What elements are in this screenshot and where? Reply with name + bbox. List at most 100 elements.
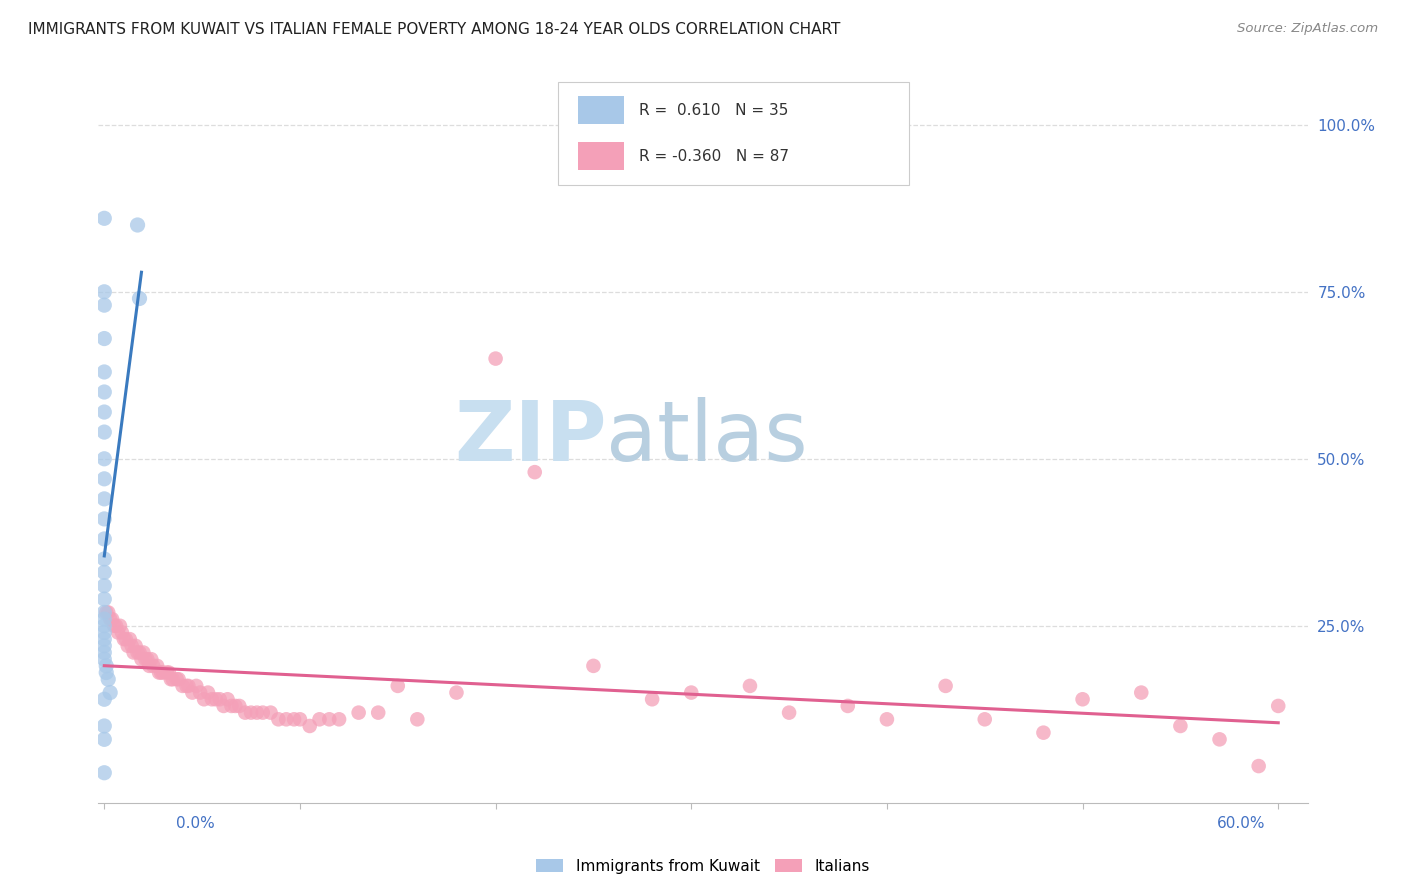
Point	[93, 491, 115, 506]
Point	[93, 606, 115, 620]
Point	[318, 712, 340, 726]
Point	[224, 698, 246, 713]
Point	[152, 665, 174, 680]
Point	[738, 679, 761, 693]
Point	[167, 672, 190, 686]
Point	[101, 612, 124, 626]
Point	[876, 712, 898, 726]
Point	[93, 592, 115, 607]
Point	[93, 639, 115, 653]
Point	[97, 606, 120, 620]
Text: 0.0%: 0.0%	[176, 816, 215, 831]
Point	[93, 632, 115, 647]
Point	[156, 665, 179, 680]
Point	[212, 698, 235, 713]
Point	[93, 425, 115, 439]
Point	[108, 619, 131, 633]
Point	[96, 606, 118, 620]
Point	[127, 218, 149, 232]
Point	[308, 712, 330, 726]
Point	[93, 652, 115, 666]
Point	[159, 672, 181, 686]
Point	[217, 692, 239, 706]
Point	[142, 658, 165, 673]
Point	[93, 612, 115, 626]
Point	[111, 625, 134, 640]
Point	[298, 719, 321, 733]
Point	[387, 679, 409, 693]
Point	[157, 665, 180, 680]
Point	[117, 639, 139, 653]
Point	[96, 658, 118, 673]
Point	[148, 665, 170, 680]
Point	[146, 658, 169, 673]
Point	[1071, 692, 1094, 706]
Point	[132, 646, 155, 660]
Point	[641, 692, 664, 706]
Point	[136, 652, 159, 666]
Point	[1032, 725, 1054, 739]
Text: 60.0%: 60.0%	[1218, 816, 1265, 831]
Point	[186, 679, 208, 693]
Y-axis label: Female Poverty Among 18-24 Year Olds: Female Poverty Among 18-24 Year Olds	[0, 293, 7, 582]
Point	[124, 639, 146, 653]
Point	[347, 706, 370, 720]
Point	[93, 365, 115, 379]
Point	[328, 712, 350, 726]
Point	[681, 685, 703, 699]
Point	[93, 211, 115, 226]
Point	[93, 512, 115, 526]
Point	[1208, 732, 1230, 747]
Point	[208, 692, 231, 706]
Point	[93, 765, 115, 780]
FancyBboxPatch shape	[558, 82, 908, 185]
Point	[93, 532, 115, 546]
Point	[93, 552, 115, 566]
Point	[177, 679, 200, 693]
Point	[162, 672, 184, 686]
Point	[523, 465, 546, 479]
Point	[127, 646, 149, 660]
Point	[1267, 698, 1289, 713]
Point	[166, 672, 188, 686]
Point	[283, 712, 305, 726]
Point	[1130, 685, 1153, 699]
Point	[181, 685, 204, 699]
Point	[128, 646, 150, 660]
Point	[93, 405, 115, 419]
Point	[107, 625, 129, 640]
Point	[973, 712, 995, 726]
Point	[367, 706, 389, 720]
Point	[122, 646, 145, 660]
Point	[93, 619, 115, 633]
Text: R =  0.610   N = 35: R = 0.610 N = 35	[638, 103, 789, 118]
Point	[1170, 719, 1192, 733]
Point	[93, 298, 115, 312]
Text: IMMIGRANTS FROM KUWAIT VS ITALIAN FEMALE POVERTY AMONG 18-24 YEAR OLDS CORRELATI: IMMIGRANTS FROM KUWAIT VS ITALIAN FEMALE…	[28, 22, 841, 37]
Point	[935, 679, 957, 693]
Point	[93, 384, 115, 399]
Point	[98, 612, 121, 626]
Point	[93, 719, 115, 733]
Point	[446, 685, 468, 699]
Text: atlas: atlas	[606, 397, 808, 477]
Point	[188, 685, 211, 699]
FancyBboxPatch shape	[578, 96, 624, 124]
Point	[837, 698, 859, 713]
Point	[197, 685, 219, 699]
Point	[93, 646, 115, 660]
Point	[288, 712, 311, 726]
Point	[141, 652, 163, 666]
Point	[1247, 759, 1270, 773]
Point	[193, 692, 215, 706]
Point	[114, 632, 136, 647]
Point	[93, 285, 115, 299]
Point	[406, 712, 429, 726]
Text: ZIP: ZIP	[454, 397, 606, 477]
Text: R = -0.360   N = 87: R = -0.360 N = 87	[638, 149, 789, 164]
Point	[118, 632, 141, 647]
Point	[93, 579, 115, 593]
Point	[204, 692, 226, 706]
Point	[128, 292, 150, 306]
Point	[582, 658, 605, 673]
